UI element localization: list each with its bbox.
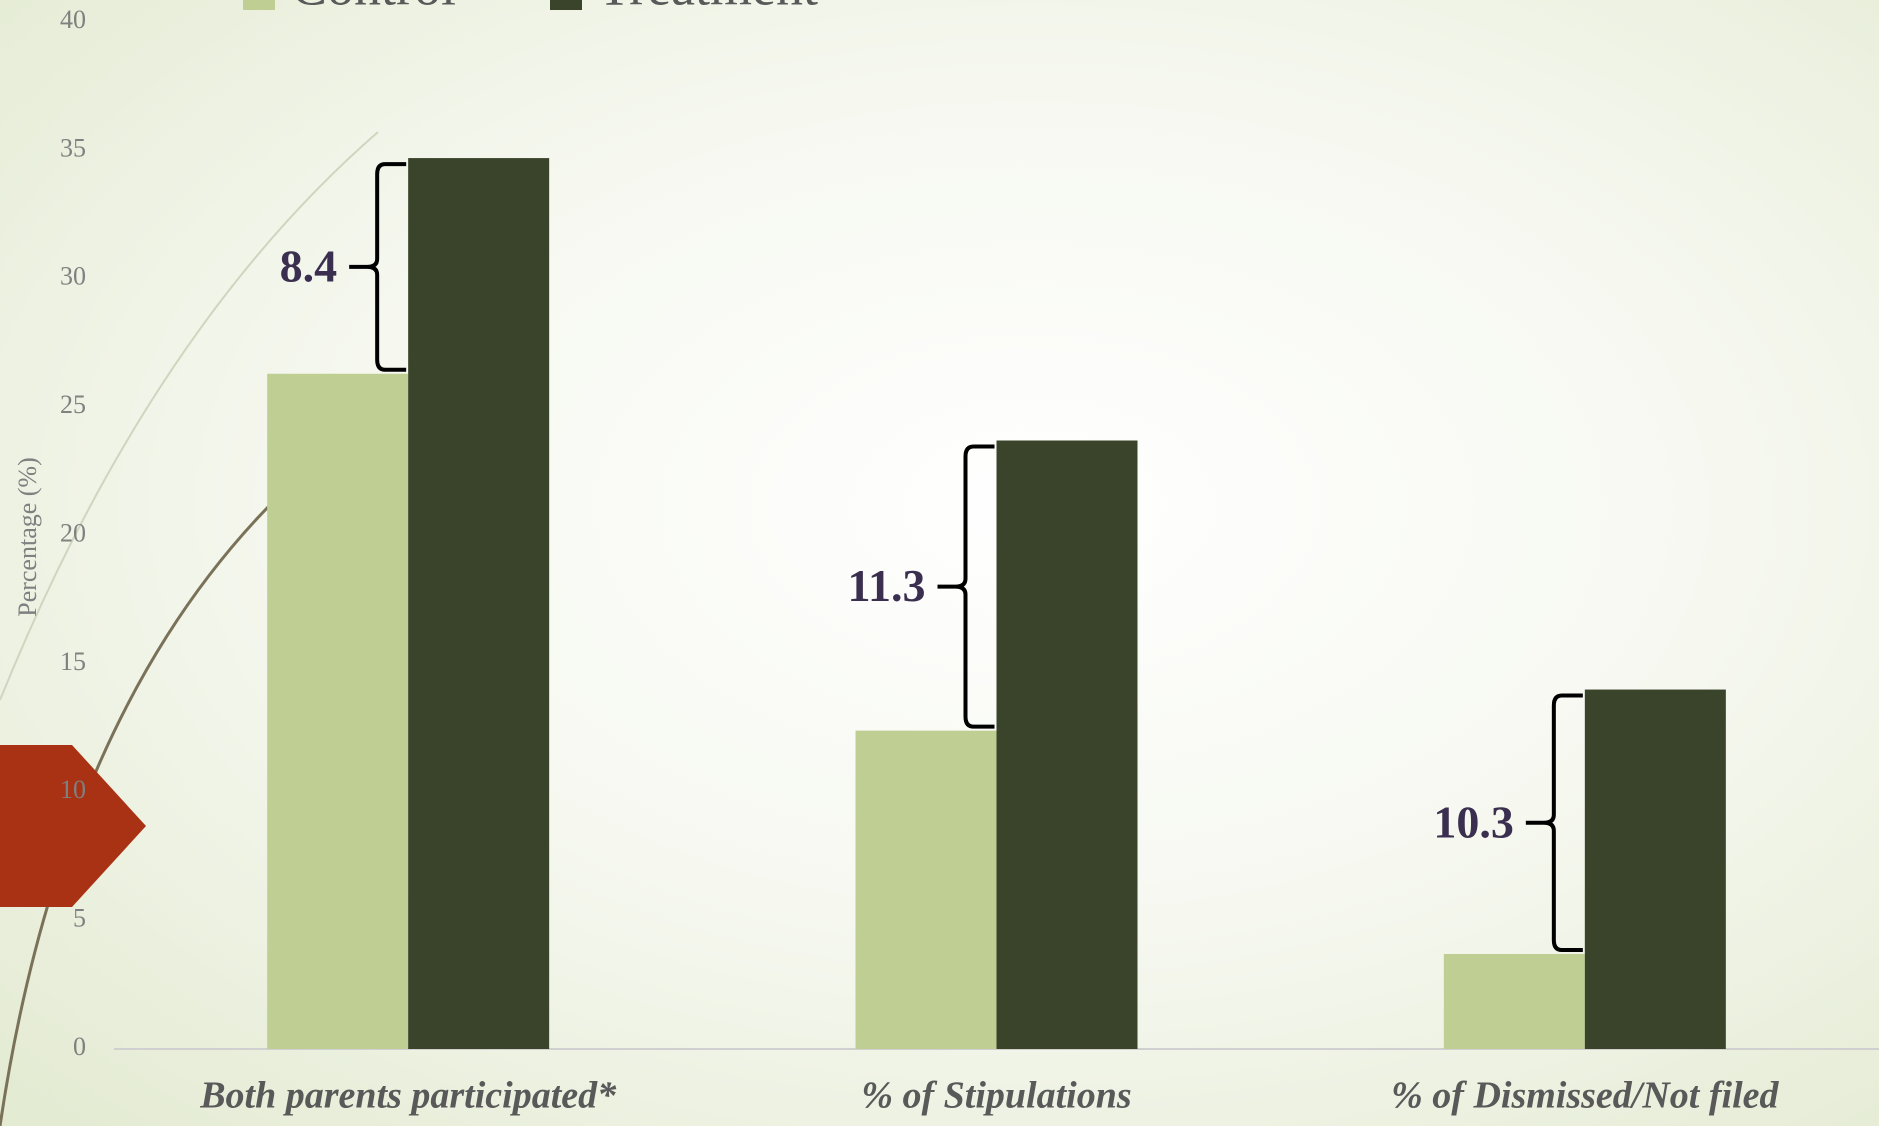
difference-label: 11.3 — [848, 560, 926, 611]
legend-swatch — [550, 0, 582, 10]
difference-label: 8.4 — [280, 240, 338, 291]
bar — [408, 158, 550, 1049]
y-tick-label: 40 — [60, 5, 86, 34]
bar — [855, 730, 997, 1049]
difference-label: 10.3 — [1433, 796, 1514, 847]
x-tick-label: % of Dismissed/Not filed — [1391, 1075, 1779, 1117]
bar — [1584, 689, 1726, 1049]
bar — [267, 373, 409, 1049]
bar — [1443, 954, 1585, 1049]
legend-label: Control — [291, 0, 456, 16]
decor-arc — [0, 503, 272, 1126]
y-tick-label: 25 — [60, 390, 86, 419]
y-tick-label: 0 — [73, 1032, 86, 1061]
legend-label: Treatment — [598, 0, 818, 16]
difference-bracket — [1525, 693, 1583, 953]
difference-bracket — [937, 444, 995, 729]
y-tick-label: 5 — [73, 904, 86, 933]
y-tick-label: 30 — [60, 262, 86, 291]
x-tick-label: Both parents participated* — [199, 1075, 617, 1117]
y-tick-label: 35 — [60, 133, 86, 162]
difference-bracket — [349, 162, 407, 372]
y-tick-label: 10 — [60, 775, 86, 804]
legend-swatch — [243, 0, 275, 10]
decor-shape — [0, 745, 146, 907]
decor-arc — [0, 131, 379, 701]
y-tick-label: 20 — [60, 518, 86, 547]
bar — [996, 440, 1138, 1049]
y-tick-label: 15 — [60, 647, 86, 676]
x-tick-label: % of Stipulations — [861, 1075, 1131, 1117]
y-axis-label: Percentage (%) — [13, 457, 42, 617]
